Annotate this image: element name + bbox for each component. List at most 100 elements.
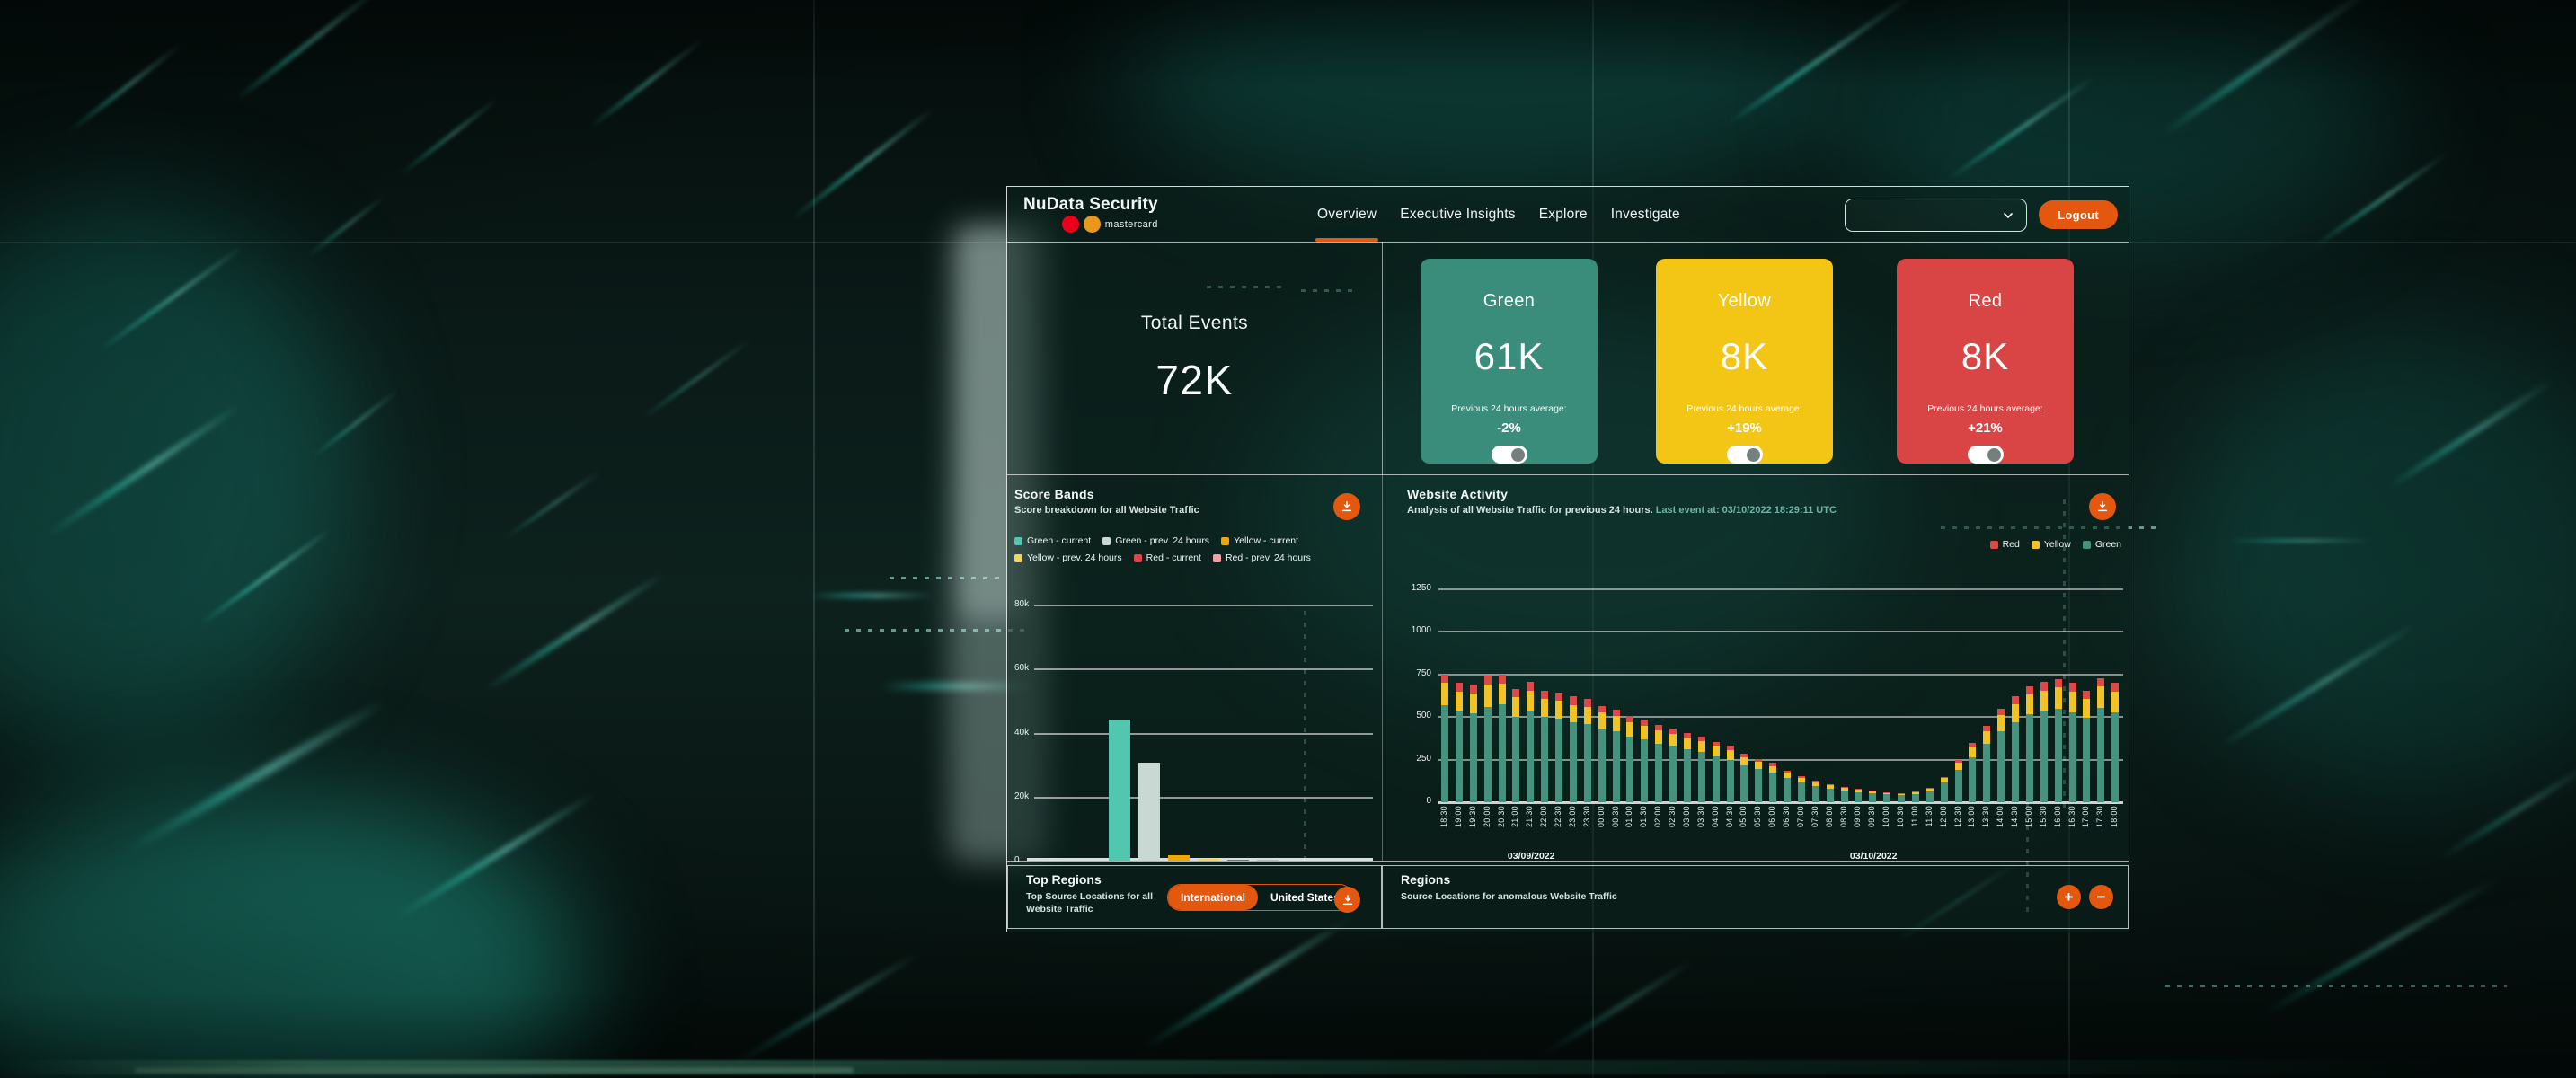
segment-green: [1983, 744, 1991, 802]
legend-swatch: [1133, 553, 1142, 562]
legend-label: Red - prev. 24 hours: [1225, 552, 1311, 563]
segment-yellow: [1983, 730, 1991, 745]
score-bands-download-button[interactable]: [1333, 493, 1360, 520]
segment-green: [1811, 786, 1819, 802]
segment-yellow: [1911, 791, 1919, 794]
top-regions-subtitle: Top Source Locations for all Website Tra…: [1026, 891, 1153, 915]
website-activity-xaxis: 18:30 19:00 19:30 20:00 20:30 21:00 21:30 22:00…: [1438, 806, 2123, 862]
gridline: [1438, 758, 2123, 761]
card-value: 8K: [1720, 335, 1769, 377]
chevron-down-icon: [2001, 208, 2015, 223]
segment-red: [1784, 770, 1791, 773]
card-average-label: Previous 24 hours average:: [1451, 403, 1567, 414]
segment-green: [1712, 755, 1720, 802]
download-icon: [2096, 500, 2109, 513]
segment-red: [2025, 686, 2033, 695]
x-tick-label: 08:00: [1824, 806, 1834, 828]
segment-red: [1455, 683, 1463, 692]
website-activity-panel: Website Activity Analysis of all Website…: [1382, 474, 2129, 862]
segment-red: [1583, 699, 1591, 707]
card-delta: +19%: [1727, 420, 1762, 436]
header: NuData Security mastercard Overview Execu…: [1007, 187, 2129, 242]
card-title: Yellow: [1717, 291, 1772, 311]
y-tick-slot: 1000: [1411, 625, 1431, 636]
segment-yellow: [1541, 699, 1549, 718]
segment-green: [1755, 769, 1763, 802]
plus-icon: +: [2064, 888, 2074, 906]
segment-yellow: [1483, 685, 1492, 707]
zoom-out-button[interactable]: −: [2089, 885, 2113, 909]
subtitle-text: Analysis of all Website Traffic for prev…: [1407, 505, 1653, 516]
segment-red: [1541, 690, 1549, 700]
nav-item-executive-insights[interactable]: Executive Insights: [1400, 206, 1516, 222]
x-tick-label: 17:30: [2095, 806, 2105, 828]
segment-yellow: [1755, 762, 1763, 770]
segment-green: [1797, 782, 1805, 802]
segment-red: [1598, 705, 1606, 713]
x-tick-label: 05:30: [1753, 806, 1763, 828]
divider: [1007, 861, 2129, 862]
segment-green: [2111, 711, 2120, 802]
segment-green: [1697, 752, 1705, 802]
card-toggle-switch[interactable]: [1967, 446, 2004, 464]
website-activity-download-button[interactable]: [2089, 493, 2116, 520]
last-event-timestamp: Last event at: 03/10/2022 18:29:11 UTC: [1655, 505, 1837, 516]
legend-swatch: [1014, 536, 1022, 545]
segment-red: [1755, 758, 1763, 763]
x-tick-label: 22:30: [1554, 806, 1562, 828]
score-bands-header: Score Bands Score breakdown for all Webs…: [1014, 487, 1199, 516]
toggle-knob: [1987, 448, 2001, 462]
legend-item-green-prev-24-hours: Green - prev. 24 hours: [1102, 535, 1209, 546]
minus-icon: −: [2096, 888, 2106, 906]
legend-label: Green: [2094, 539, 2121, 550]
filter-dropdown[interactable]: [1845, 199, 2027, 232]
segment-green: [2025, 714, 2033, 802]
segment-red: [1512, 688, 1520, 698]
x-tick-label: 15:30: [2038, 806, 2048, 828]
legend-item-green: Green: [2082, 539, 2121, 550]
divider: [1382, 474, 1383, 861]
logout-button[interactable]: Logout: [2039, 200, 2118, 229]
summary-row: Total Events 72K Green 61K Previous 24 hou…: [1007, 242, 2129, 474]
segment-yellow: [1569, 704, 1577, 722]
y-tick-slot: 750: [1416, 667, 1431, 678]
filter-button-international[interactable]: International: [1168, 885, 1259, 910]
segment-green: [1840, 791, 1848, 802]
segment-yellow: [1469, 693, 1477, 714]
segment-red: [1826, 784, 1834, 786]
segment-red: [1740, 753, 1748, 757]
legend-label: Red - current: [1146, 552, 1201, 563]
legend-item-green-current: Green - current: [1014, 535, 1091, 546]
website-activity-chart: [1438, 588, 2123, 804]
nav-item-overview[interactable]: Overview: [1315, 187, 1379, 242]
segment-red: [2097, 677, 2105, 687]
website-activity-subtitle: Analysis of all Website Traffic for prev…: [1407, 505, 1837, 516]
segment-green: [1541, 717, 1549, 802]
segment-yellow: [1441, 683, 1448, 705]
segment-green: [2012, 721, 2019, 802]
website-activity-header: Website Activity Analysis of all Website…: [1407, 487, 1837, 516]
top-regions-title: Top Regions: [1026, 872, 1102, 887]
top-regions-download-button[interactable]: [1334, 887, 1360, 913]
gridline: [1438, 716, 2123, 719]
segment-yellow: [2097, 686, 2105, 708]
filter-button-united-states[interactable]: United States: [1258, 885, 1352, 910]
segment-green: [1883, 794, 1891, 802]
download-icon: [1341, 500, 1353, 513]
card-toggle-switch[interactable]: [1726, 446, 1763, 464]
segment-red: [1925, 787, 1934, 790]
zoom-in-button[interactable]: +: [2057, 885, 2081, 909]
regions-subtitle: Source Locations for anomalous Website T…: [1401, 891, 1617, 902]
card-average-label: Previous 24 hours average:: [1927, 403, 2043, 414]
card-toggle-switch[interactable]: [1491, 446, 1527, 464]
divider: [1007, 242, 2129, 243]
segment-green: [2083, 718, 2091, 802]
segment-green: [1969, 756, 1977, 802]
nav-item-explore[interactable]: Explore: [1538, 206, 1588, 222]
segment-green: [1641, 738, 1649, 802]
segment-yellow: [2111, 691, 2120, 712]
gridline: [1438, 801, 2123, 804]
score-bands-title: Score Bands: [1014, 487, 1094, 501]
x-tick-label: 09:00: [1853, 806, 1863, 828]
nav-item-investigate[interactable]: Investigate: [1610, 206, 1680, 222]
